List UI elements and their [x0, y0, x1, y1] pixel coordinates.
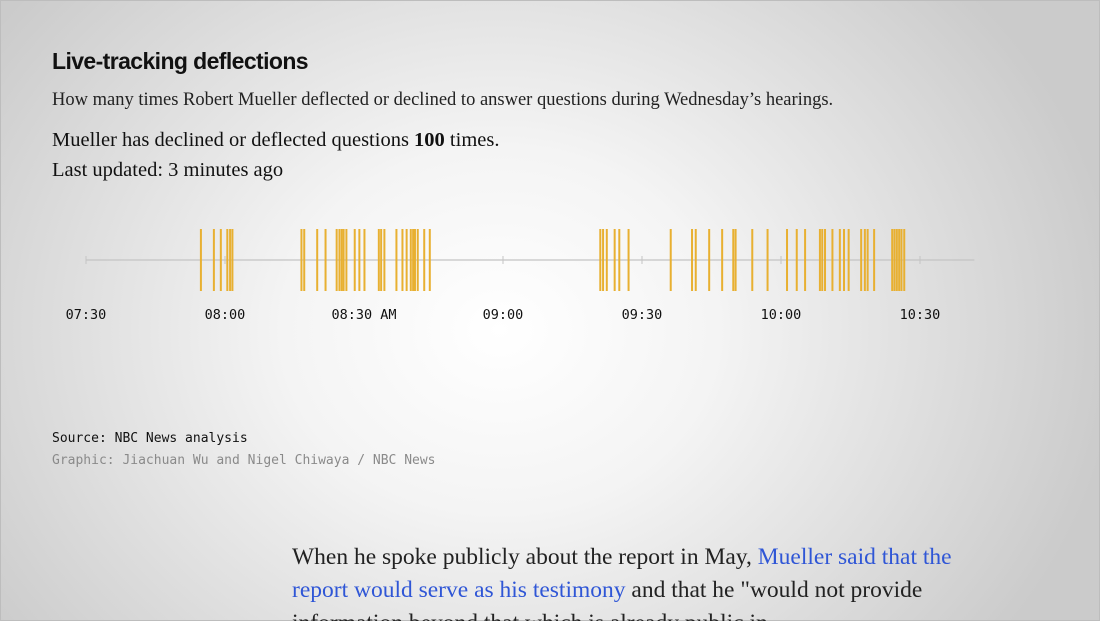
- deflection-event-mark: [903, 229, 906, 291]
- deflection-event-mark: [895, 229, 898, 291]
- deflection-event-mark: [818, 229, 821, 291]
- deflection-event-mark: [353, 229, 356, 291]
- deflection-event-mark: [377, 229, 380, 291]
- deflection-event-mark: [383, 229, 386, 291]
- deflection-summary: Mueller has declined or deflected questi…: [52, 129, 499, 152]
- deflection-event-mark: [395, 229, 398, 291]
- deflection-events: [199, 229, 906, 291]
- deflection-event-mark: [898, 229, 901, 291]
- time-tick-label: 10:30: [900, 307, 941, 323]
- deflection-event-mark: [669, 229, 672, 291]
- deflection-event-mark: [824, 229, 827, 291]
- deflection-event-mark: [873, 229, 876, 291]
- deflection-event-mark: [423, 229, 426, 291]
- deflection-event-mark: [843, 229, 846, 291]
- deflection-event-mark: [721, 229, 724, 291]
- deflection-count: 100: [414, 129, 445, 151]
- summary-suffix: times.: [449, 129, 500, 151]
- article-text-before: When he spoke publicly about the report …: [292, 544, 752, 570]
- deflection-event-mark: [627, 229, 630, 291]
- deflection-event-mark: [605, 229, 608, 291]
- deflection-event-mark: [891, 229, 894, 291]
- article-paragraph: When he spoke publicly about the report …: [292, 541, 982, 621]
- deflection-event-mark: [335, 229, 338, 291]
- last-updated: Last updated: 3 minutes ago: [52, 159, 284, 181]
- deflection-event-mark: [409, 229, 412, 291]
- deflection-timeline-chart: 07:30 08:00 08:30 AM 09:00 09:30 10:00 10:30: [66, 229, 975, 323]
- deflection-event-mark: [338, 229, 341, 291]
- deflection-event-mark: [363, 229, 366, 291]
- deflection-event-mark: [602, 229, 605, 291]
- timeline-axis: [85, 256, 975, 264]
- deflection-event-mark: [691, 229, 694, 291]
- deflection-event-mark: [340, 229, 343, 291]
- time-tick-label: 09:30: [622, 307, 663, 323]
- deflection-event-mark: [412, 229, 415, 291]
- deflection-event-mark: [708, 229, 711, 291]
- deflection-event-mark: [831, 229, 834, 291]
- deflection-event-mark: [231, 229, 234, 291]
- article-text-after: and that he "would not provide informati…: [292, 577, 923, 621]
- deflection-event-mark: [786, 229, 789, 291]
- testimony-link[interactable]: Mueller said that the report would serve…: [292, 544, 952, 603]
- deflection-event-mark: [405, 229, 408, 291]
- summary-prefix: Mueller has declined or deflected questi…: [52, 129, 409, 151]
- time-tick-label: 07:30: [66, 307, 107, 323]
- deflection-event-mark: [428, 229, 431, 291]
- deflection-event-mark: [380, 229, 383, 291]
- deflection-event-mark: [694, 229, 697, 291]
- deflection-event-mark: [416, 229, 419, 291]
- deflection-event-mark: [860, 229, 863, 291]
- time-tick-label: 09:00: [483, 307, 524, 323]
- deflection-event-mark: [316, 229, 319, 291]
- deflection-event-mark: [219, 229, 222, 291]
- deflection-event-mark: [599, 229, 602, 291]
- deflection-event-mark: [795, 229, 798, 291]
- deflection-event-mark: [838, 229, 841, 291]
- deflection-event-mark: [900, 229, 903, 291]
- deflection-event-mark: [893, 229, 896, 291]
- source-note: Source: NBC News analysis: [52, 431, 248, 446]
- deflection-event-mark: [300, 229, 303, 291]
- deflection-event-mark: [303, 229, 306, 291]
- deflection-event-mark: [613, 229, 616, 291]
- chart-title: Live-tracking deflections: [52, 48, 309, 74]
- deflection-event-mark: [324, 229, 327, 291]
- deflection-event-mark: [751, 229, 754, 291]
- deflection-event-mark: [358, 229, 361, 291]
- deflection-event-mark: [226, 229, 229, 291]
- deflection-event-mark: [199, 229, 202, 291]
- deflection-event-mark: [401, 229, 404, 291]
- chart-subtitle: How many times Robert Mueller deflected …: [52, 90, 834, 110]
- deflection-event-mark: [345, 229, 348, 291]
- deflection-event-mark: [847, 229, 850, 291]
- deflection-event-mark: [229, 229, 232, 291]
- deflection-event-mark: [766, 229, 769, 291]
- deflection-event-mark: [413, 229, 416, 291]
- deflection-event-mark: [734, 229, 737, 291]
- time-tick-labels: 07:30 08:00 08:30 AM 09:00 09:30 10:00 10:30: [66, 307, 941, 323]
- graphic-credit: Graphic: Jiachuan Wu and Nigel Chiwaya /…: [52, 453, 436, 468]
- deflection-event-mark: [212, 229, 215, 291]
- deflection-event-mark: [866, 229, 869, 291]
- deflection-event-mark: [821, 229, 824, 291]
- deflection-event-mark: [863, 229, 866, 291]
- time-tick-label: 10:00: [761, 307, 802, 323]
- deflection-event-mark: [618, 229, 621, 291]
- deflection-event-mark: [732, 229, 735, 291]
- time-tick-label: 08:30 AM: [331, 307, 396, 323]
- deflection-event-mark: [342, 229, 345, 291]
- time-tick-label: 08:00: [205, 307, 246, 323]
- deflection-event-mark: [804, 229, 807, 291]
